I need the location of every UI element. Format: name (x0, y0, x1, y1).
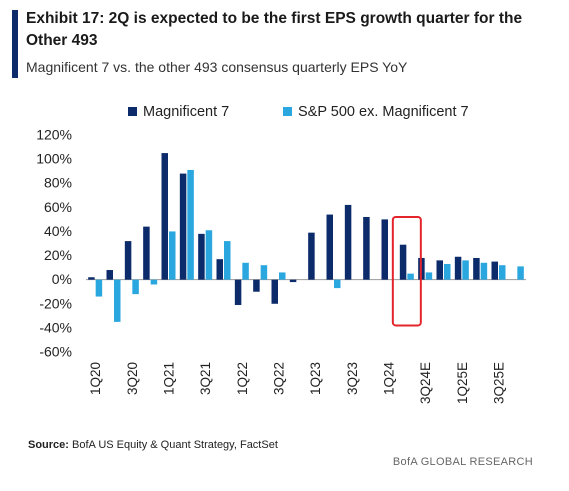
y-tick-label: 40% (44, 223, 72, 239)
bar-magnificent-7 (253, 279, 260, 292)
x-tick-label: 3Q20 (125, 362, 140, 395)
y-tick-label: 20% (44, 247, 72, 263)
bar-sp500-ex-mag7 (169, 231, 176, 280)
bar-magnificent-7 (454, 256, 462, 280)
bar-magnificent-7 (161, 153, 168, 280)
x-tick-label: 3Q25E (492, 362, 507, 404)
y-tick-label: -60% (39, 344, 72, 360)
brand-footer: BofA GLOBAL RESEARCH (392, 456, 533, 468)
highlight-box (391, 215, 422, 327)
bar-magnificent-7 (124, 241, 132, 280)
bar-sp500-ex-mag7 (132, 279, 139, 295)
bar-magnificent-7 (198, 233, 205, 280)
x-tick-label: 3Q23 (345, 362, 360, 395)
bar-magnificent-7 (106, 270, 113, 280)
chart-title: Exhibit 17: 2Q is expected to be the fir… (26, 10, 523, 49)
bar-magnificent-7 (473, 257, 480, 280)
bar-magnificent-7 (143, 226, 150, 280)
x-tick-label: 3Q21 (198, 362, 213, 395)
source-note: Source: BofA US Equity & Quant Strategy,… (28, 439, 278, 451)
bar-sp500-ex-mag7 (334, 279, 341, 289)
bar-sp500-ex-mag7 (224, 241, 231, 280)
bar-sp500-ex-mag7 (150, 279, 158, 285)
x-tick-label: 1Q24 (382, 362, 397, 396)
bar-sp500-ex-mag7 (205, 230, 213, 280)
x-tick-label: 3Q22 (272, 362, 287, 395)
y-tick-label: -40% (39, 319, 72, 335)
y-tick-label: 120% (36, 127, 72, 143)
bar-magnificent-7 (289, 279, 297, 283)
x-tick-label: 1Q25E (455, 362, 470, 404)
bar-magnificent-7 (381, 219, 388, 280)
title-accent-bar (12, 10, 18, 78)
y-tick-label: 100% (36, 151, 72, 167)
legend-swatch (128, 107, 137, 116)
x-tick-label: 3Q24E (418, 362, 433, 404)
x-tick-label: 1Q20 (88, 362, 103, 395)
bar-sp500-ex-mag7 (425, 272, 433, 280)
y-tick-label: 60% (44, 199, 72, 215)
source-text: BofA US Equity & Quant Strategy, FactSet (72, 439, 278, 451)
bar-sp500-ex-mag7 (260, 265, 268, 280)
bar-magnificent-7 (491, 261, 498, 280)
bar-sp500-ex-mag7 (114, 279, 121, 322)
y-tick-label: 0% (52, 271, 72, 287)
source-label: Source: (28, 439, 69, 451)
legend-label: Magnificent 7 (143, 104, 229, 120)
bar-sp500-ex-mag7 (499, 265, 506, 280)
bar-magnificent-7 (363, 216, 370, 280)
bar-magnificent-7 (234, 279, 242, 305)
bar-sp500-ex-mag7 (95, 279, 103, 297)
bar-magnificent-7 (88, 277, 95, 280)
bar-sp500-ex-mag7 (517, 266, 524, 280)
bar-magnificent-7 (308, 232, 315, 280)
legend-label: S&P 500 ex. Magnificent 7 (298, 104, 469, 120)
bar-magnificent-7 (344, 204, 352, 280)
legend-swatch (283, 107, 292, 116)
x-tick-label: 1Q21 (162, 362, 177, 395)
bar-sp500-ex-mag7 (242, 262, 249, 280)
bar-magnificent-7 (271, 279, 278, 304)
bar-magnificent-7 (399, 244, 407, 280)
bar-magnificent-7 (436, 260, 443, 280)
bar-sp500-ex-mag7 (407, 273, 414, 280)
bar-sp500-ex-mag7 (279, 272, 286, 280)
bar-sp500-ex-mag7 (444, 263, 451, 280)
bar-sp500-ex-mag7 (480, 262, 488, 280)
y-tick-label: -20% (39, 295, 72, 311)
bar-magnificent-7 (179, 173, 187, 280)
bar-sp500-ex-mag7 (187, 169, 194, 280)
bar-magnificent-7 (326, 214, 333, 280)
x-tick-label: 1Q22 (235, 362, 250, 395)
bar-sp500-ex-mag7 (462, 260, 469, 280)
y-tick-label: 80% (44, 175, 72, 191)
chart-subtitle: Magnificent 7 vs. the other 493 consensu… (26, 59, 408, 75)
bar-magnificent-7 (216, 259, 223, 280)
x-tick-label: 1Q23 (308, 362, 323, 395)
